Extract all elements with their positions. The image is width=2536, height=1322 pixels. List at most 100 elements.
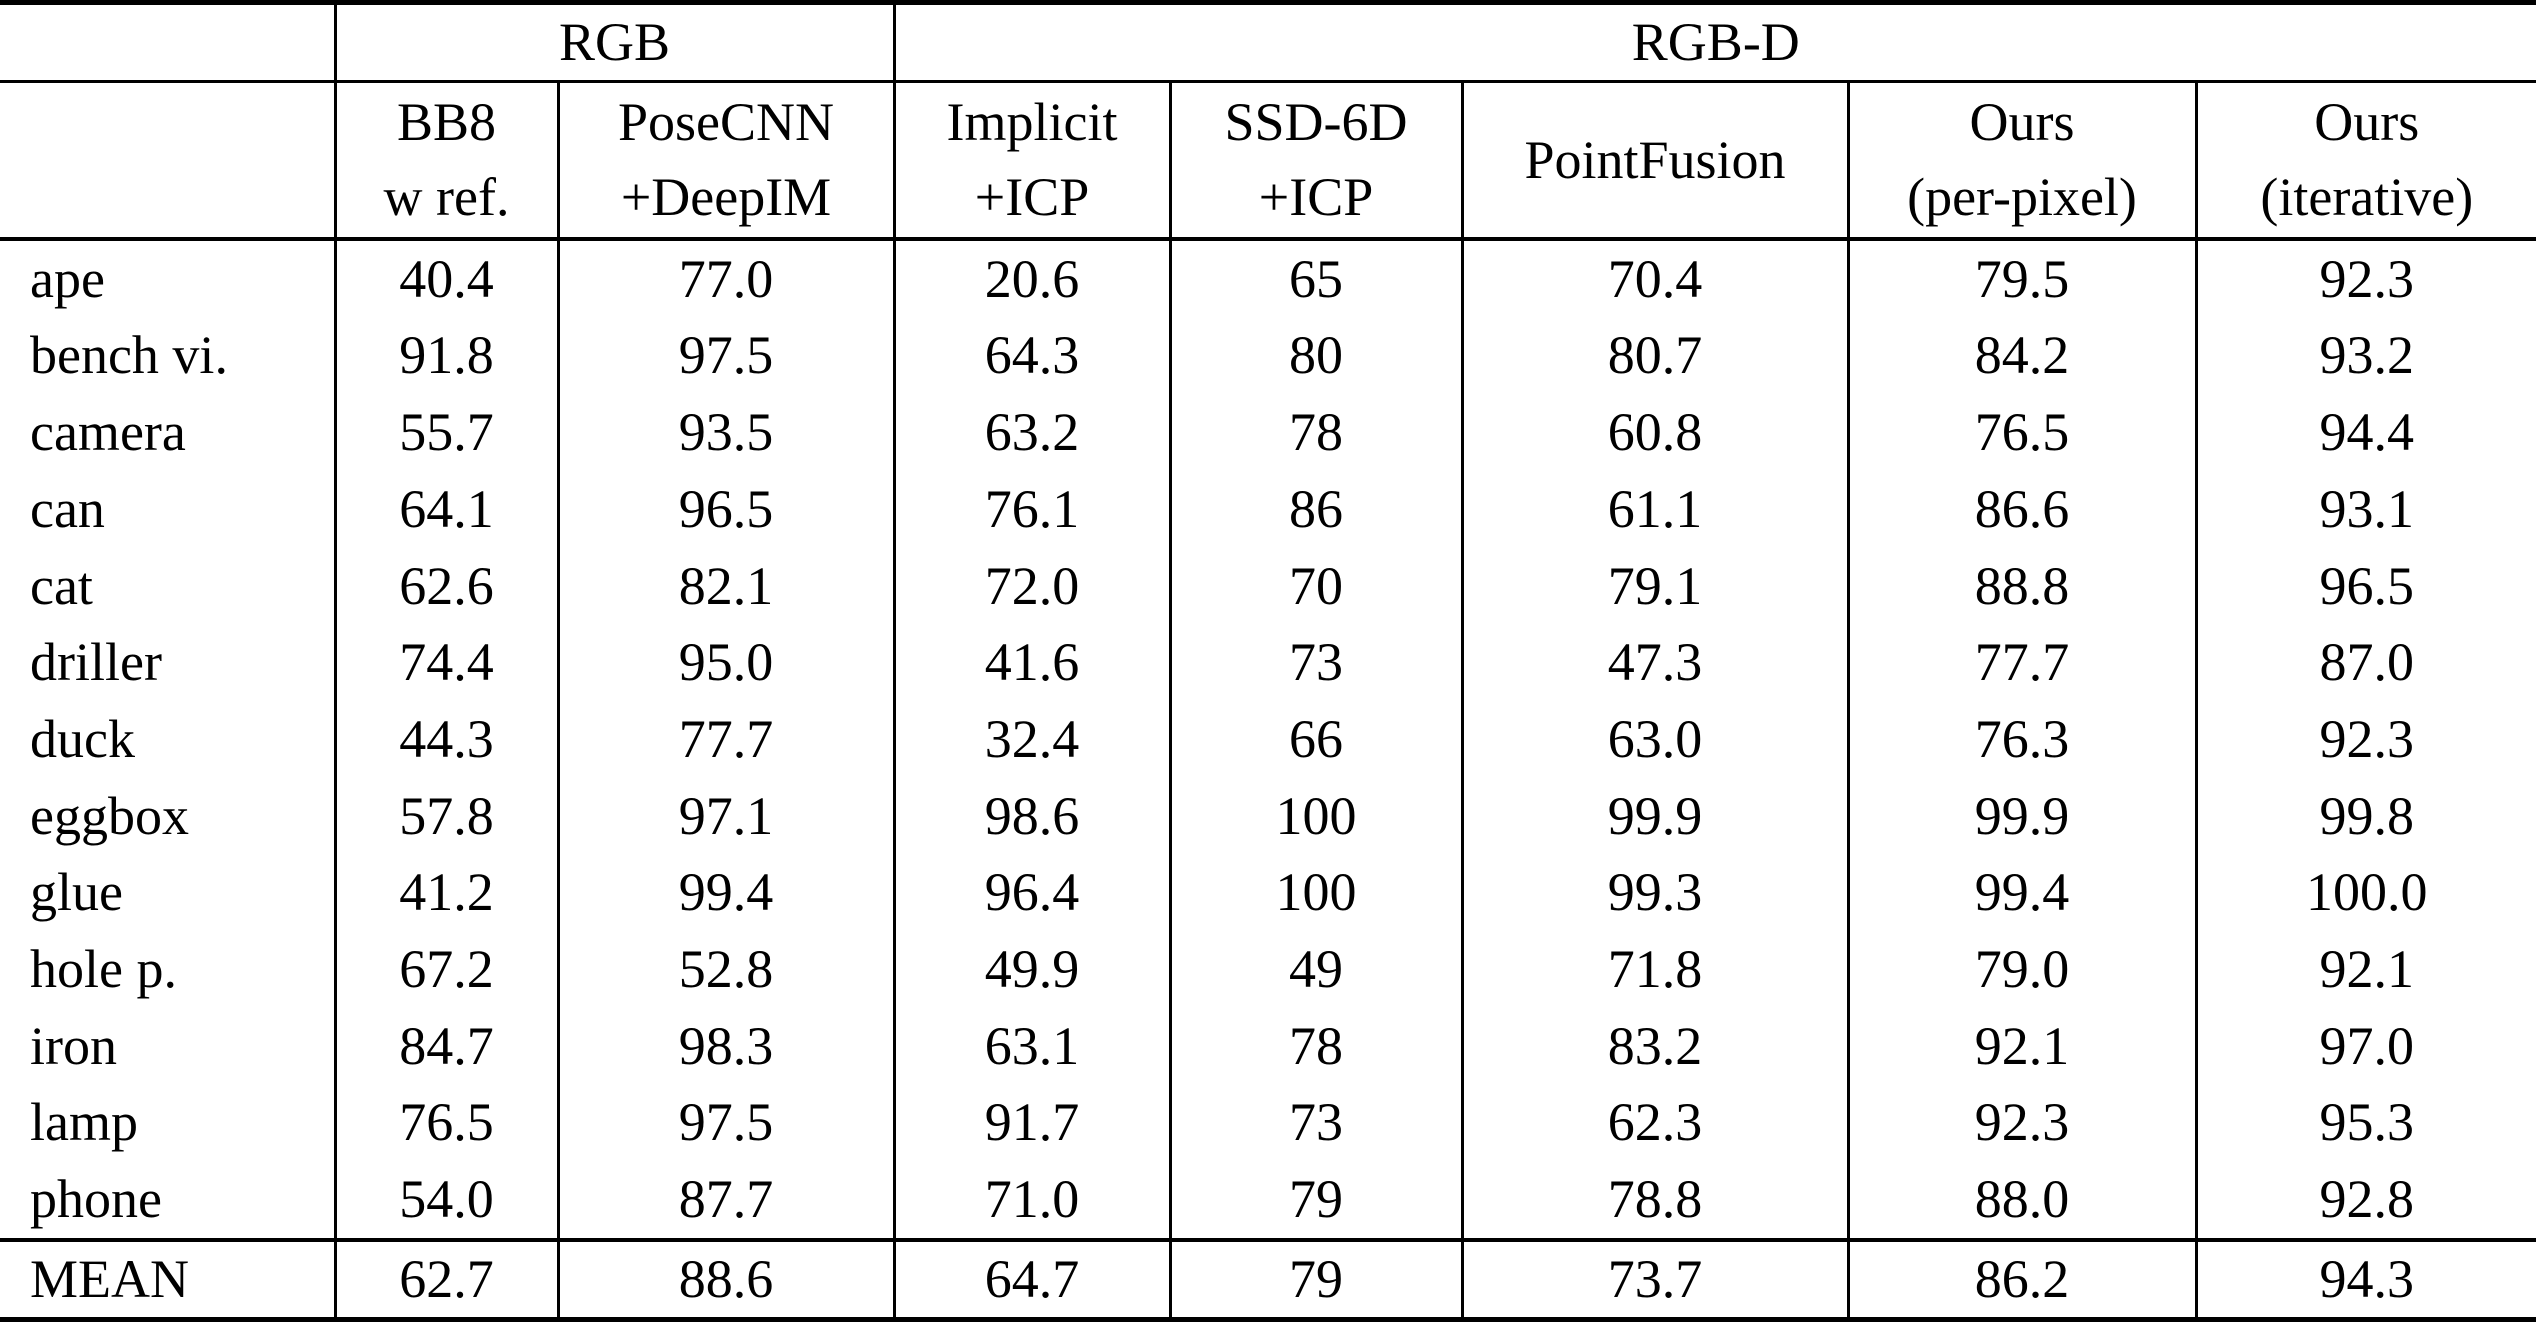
data-cell: 96.5	[2194, 547, 2536, 625]
row-label: duck	[30, 708, 135, 769]
data-cell: 74.4	[333, 624, 558, 701]
data-cell: 60.8	[1460, 394, 1849, 471]
data-cell: 40.4	[333, 238, 558, 318]
data-cell: 64.7	[892, 1237, 1171, 1320]
col-header-line2: +ICP	[974, 166, 1090, 227]
data-cell: 78	[1168, 394, 1463, 471]
table-row: eggbox 57.8 97.1 98.6 100 99.9 99.9 99.8	[0, 777, 2536, 855]
data-cell: 92.1	[2194, 930, 2536, 1008]
row-label: lamp	[30, 1092, 138, 1153]
data-cell: 91.8	[333, 317, 558, 395]
data-cell: 77.7	[556, 700, 895, 778]
corner-cell	[0, 2, 335, 84]
group-header-row: RGB RGB-D	[0, 2, 2536, 84]
data-cell: 99.3	[1460, 854, 1849, 931]
data-cell: 79.5	[1846, 238, 2197, 318]
data-cell: 47.3	[1460, 624, 1849, 701]
method-header-row: BB8 w ref. PoseCNN +DeepIM Implicit +ICP…	[0, 81, 2536, 241]
data-cell: 63.0	[1460, 700, 1849, 778]
data-cell: 76.1	[892, 470, 1171, 548]
col-header-line2: +DeepIM	[620, 166, 832, 227]
col-header-line1: Ours	[2314, 92, 2420, 153]
data-cell: 94.4	[2194, 394, 2536, 471]
group-header-rgb: RGB	[333, 2, 895, 84]
data-cell: 78.8	[1460, 1160, 1849, 1240]
mean-row: MEAN 62.7 88.6 64.7 79 73.7 86.2 94.3	[0, 1237, 2536, 1320]
col-header-line2: (per-pixel)	[1907, 166, 2137, 227]
row-label: driller	[30, 632, 162, 693]
data-cell: 96.4	[892, 854, 1171, 931]
data-cell: 92.3	[2194, 238, 2536, 318]
data-cell: 55.7	[333, 394, 558, 471]
col-header-line1: Ours	[1969, 92, 2075, 153]
table-row: camera 55.7 93.5 63.2 78 60.8 76.5 94.4	[0, 394, 2536, 471]
col-header-line2: (iterative)	[2260, 166, 2474, 227]
data-cell: 96.5	[556, 470, 895, 548]
data-cell: 41.6	[892, 624, 1171, 701]
row-label: bench vi.	[30, 325, 228, 386]
col-header-line1: SSD-6D	[1224, 92, 1408, 153]
data-cell: 62.7	[333, 1237, 558, 1320]
row-label: can	[30, 478, 105, 539]
data-cell: 98.6	[892, 777, 1171, 855]
data-cell: 20.6	[892, 238, 1171, 318]
data-cell: 49	[1168, 930, 1463, 1008]
data-cell: 88.0	[1846, 1160, 2197, 1240]
row-label: MEAN	[0, 1237, 335, 1320]
data-cell: 94.3	[2194, 1237, 2536, 1320]
table-row: glue 41.2 99.4 96.4 100 99.3 99.4 100.0	[0, 854, 2536, 931]
data-cell: 63.2	[892, 394, 1171, 471]
row-label: cat	[30, 555, 93, 616]
col-header-line2: w ref.	[383, 166, 510, 227]
col-header-line1: PointFusion	[1524, 129, 1786, 190]
table-row: phone 54.0 87.7 71.0 79 78.8 88.0 92.8	[0, 1160, 2536, 1240]
data-cell: 79.1	[1460, 547, 1849, 625]
table-row: can 64.1 96.5 76.1 86 61.1 86.6 93.1	[0, 470, 2536, 548]
row-label: hole p.	[30, 938, 177, 999]
data-cell: 67.2	[333, 930, 558, 1008]
data-cell: 86	[1168, 470, 1463, 548]
data-cell: 99.9	[1846, 777, 2197, 855]
data-cell: 76.5	[1846, 394, 2197, 471]
data-cell: 77.0	[556, 238, 895, 318]
col-header-pointfusion: PointFusion	[1460, 81, 1849, 241]
data-cell: 87.0	[2194, 624, 2536, 701]
data-cell: 49.9	[892, 930, 1171, 1008]
corner-cell-2	[0, 81, 335, 241]
data-cell: 99.4	[556, 854, 895, 931]
data-cell: 76.3	[1846, 700, 2197, 778]
data-cell: 62.6	[333, 547, 558, 625]
data-cell: 32.4	[892, 700, 1171, 778]
data-cell: 79	[1168, 1237, 1463, 1320]
data-cell: 57.8	[333, 777, 558, 855]
table-row: ape 40.4 77.0 20.6 65 70.4 79.5 92.3	[0, 238, 2536, 318]
data-cell: 76.5	[333, 1084, 558, 1161]
data-cell: 66	[1168, 700, 1463, 778]
data-cell: 63.1	[892, 1007, 1171, 1085]
table-row: iron 84.7 98.3 63.1 78 83.2 92.1 97.0	[0, 1007, 2536, 1085]
data-cell: 52.8	[556, 930, 895, 1008]
row-label: iron	[30, 1015, 117, 1076]
data-cell: 92.3	[1846, 1084, 2197, 1161]
data-cell: 98.3	[556, 1007, 895, 1085]
data-cell: 73	[1168, 624, 1463, 701]
data-cell: 99.8	[2194, 777, 2536, 855]
data-cell: 88.8	[1846, 547, 2197, 625]
table-row: lamp 76.5 97.5 91.7 73 62.3 92.3 95.3	[0, 1084, 2536, 1161]
col-header-line1: BB8	[396, 92, 497, 153]
data-cell: 92.3	[2194, 700, 2536, 778]
data-cell: 83.2	[1460, 1007, 1849, 1085]
data-cell: 65	[1168, 238, 1463, 318]
col-header-line1: Implicit	[946, 92, 1118, 153]
data-cell: 91.7	[892, 1084, 1171, 1161]
data-cell: 80	[1168, 317, 1463, 395]
data-cell: 86.6	[1846, 470, 2197, 548]
data-cell: 87.7	[556, 1160, 895, 1240]
table-row: hole p. 67.2 52.8 49.9 49 71.8 79.0 92.1	[0, 930, 2536, 1008]
data-cell: 99.4	[1846, 854, 2197, 931]
col-header-line1: PoseCNN	[617, 92, 835, 153]
data-cell: 97.5	[556, 1084, 895, 1161]
data-cell: 61.1	[1460, 470, 1849, 548]
table-row: duck 44.3 77.7 32.4 66 63.0 76.3 92.3	[0, 700, 2536, 778]
